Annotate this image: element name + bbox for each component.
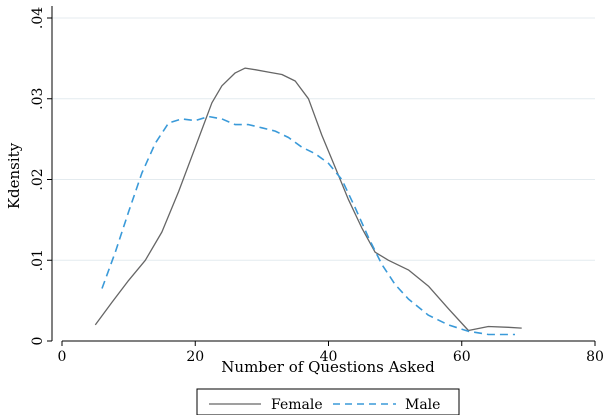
- x-tick-label: 60: [453, 349, 471, 365]
- series-layer: [94, 67, 522, 336]
- y-tick-label: .02: [30, 168, 46, 190]
- x-tick-label: 0: [58, 349, 67, 365]
- x-axis-title: Number of Questions Asked: [221, 358, 435, 376]
- x-axis-ticks: 0 20 40 60 80: [58, 341, 604, 365]
- y-tick-label: .04: [30, 7, 46, 29]
- y-tick-label: .03: [30, 88, 46, 110]
- series-line-female: [94, 67, 522, 332]
- series-line-male: [101, 115, 515, 336]
- y-axis-ticks: 0 .01 .02 .03 .04: [30, 7, 52, 346]
- y-tick-label: .01: [30, 249, 46, 271]
- y-tick-label: 0: [30, 337, 46, 346]
- legend-label-male: Male: [405, 397, 440, 413]
- x-tick-label: 80: [586, 349, 604, 365]
- legend-label-female: Female: [271, 397, 323, 413]
- x-tick-label: 40: [320, 349, 338, 365]
- gridlines: [52, 17, 595, 261]
- legend: Female Male: [196, 388, 460, 415]
- legend-box: [196, 388, 460, 415]
- x-tick-label: 20: [186, 349, 204, 365]
- y-axis-title: Kdensity: [5, 142, 23, 209]
